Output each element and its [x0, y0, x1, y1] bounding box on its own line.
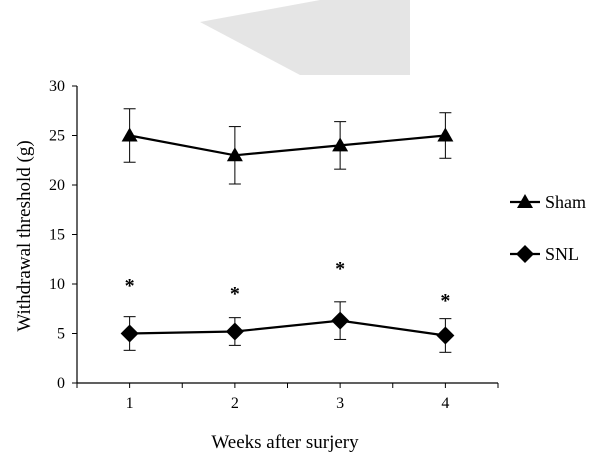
series-line	[129, 319, 446, 337]
significance-star: *	[440, 290, 450, 312]
watermark-shape	[200, 0, 410, 75]
legend-item-snl: SNL	[510, 244, 579, 264]
data-point	[436, 326, 455, 345]
data-point	[332, 137, 349, 152]
significance-star: *	[335, 258, 345, 280]
series-sham	[121, 108, 454, 185]
y-tick-label: 10	[49, 276, 65, 293]
x-tick-label: 2	[231, 395, 239, 412]
axes	[76, 86, 498, 384]
legend-marker	[516, 245, 534, 263]
x-axis-ticks: 1 2 3 4	[76, 383, 499, 412]
legend: Sham SNL	[510, 192, 586, 264]
legend-marker	[517, 194, 533, 208]
significance-star: *	[230, 283, 240, 305]
x-tick-label: 1	[126, 395, 134, 412]
y-tick-label: 0	[57, 375, 65, 392]
legend-label: SNL	[545, 244, 579, 264]
x-axis-label: Weeks after surjery	[211, 432, 359, 453]
y-tick-label: 25	[49, 128, 65, 145]
y-tick-label: 20	[49, 177, 65, 194]
significance-star: *	[125, 275, 135, 297]
data-point	[225, 322, 244, 341]
y-axis-label: Withdrawal threshold (g)	[14, 140, 35, 331]
x-tick-label: 4	[441, 395, 449, 412]
data-point	[121, 127, 138, 142]
data-point	[226, 147, 243, 162]
y-axis-ticks: 0 5 10 15 20 25 30	[49, 78, 77, 392]
data-point	[437, 127, 454, 142]
data-point	[331, 311, 350, 330]
series-snl	[120, 301, 455, 353]
legend-label: Sham	[545, 192, 586, 212]
data-point	[120, 324, 139, 343]
y-tick-label: 15	[49, 227, 65, 244]
y-tick-label: 5	[57, 326, 65, 343]
series-layer	[120, 108, 455, 353]
x-tick-label: 3	[336, 395, 344, 412]
legend-item-sham: Sham	[510, 192, 586, 212]
series-line	[129, 134, 446, 157]
y-tick-label: 30	[49, 78, 65, 95]
annotations-layer: * * * *	[125, 258, 451, 312]
